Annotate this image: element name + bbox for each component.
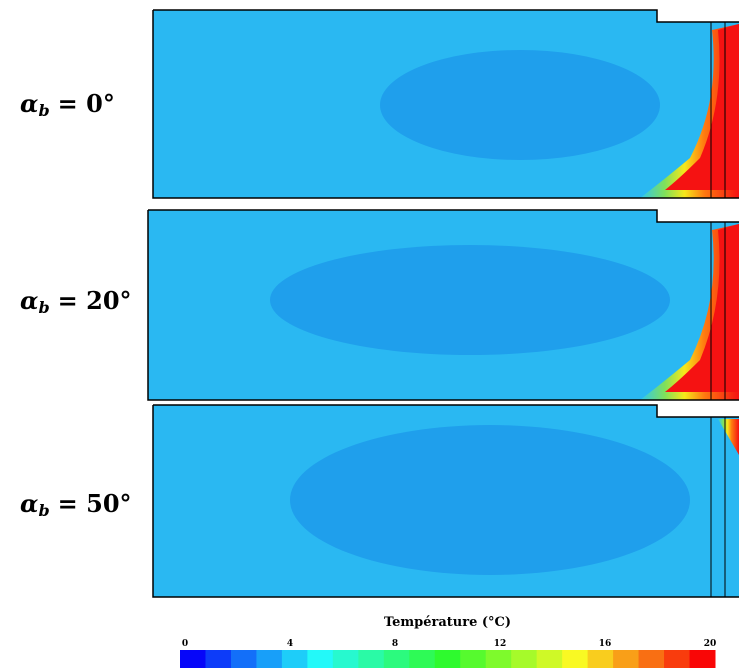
- warm-plume: [718, 419, 739, 455]
- colorbar-swatch: [332, 650, 359, 668]
- colorbar-swatch: [664, 650, 691, 668]
- colorbar-swatch: [383, 650, 410, 668]
- colorbar-swatch: [281, 650, 308, 668]
- outline: [152, 404, 739, 598]
- cold-core: [380, 50, 660, 160]
- hot-zone: [665, 224, 739, 392]
- colorbar-swatch: [587, 650, 614, 668]
- colorbar-title: Température (°C): [384, 615, 511, 630]
- label-symbol: α: [20, 286, 38, 315]
- outline: [152, 9, 739, 199]
- label-subscript: b: [38, 298, 49, 317]
- colorbar-tick-label: 0: [182, 639, 188, 649]
- notch: [657, 210, 739, 222]
- colorbar-swatch: [434, 650, 461, 668]
- label-symbol: α: [20, 89, 38, 118]
- colorbar-tick-label: 12: [494, 639, 507, 649]
- colorbar-swatch: [562, 650, 589, 668]
- panel-label: αb = 50°: [20, 489, 132, 520]
- panel-label: αb = 20°: [20, 286, 132, 317]
- colorbar-swatch: [460, 650, 487, 668]
- cold-core: [290, 425, 690, 575]
- colorbar-swatch: [409, 650, 436, 668]
- colorbar-swatch: [205, 650, 232, 668]
- notch: [657, 405, 739, 417]
- colorbar-swatch: [485, 650, 512, 668]
- colorbar-swatch: [180, 650, 206, 668]
- colorbar-tick-label: 8: [392, 639, 398, 649]
- hot-zone: [665, 24, 739, 190]
- label-subscript: b: [38, 501, 49, 520]
- label-symbol: α: [20, 489, 38, 518]
- colorbar-tick-label: 16: [599, 639, 612, 649]
- colorbar-swatch: [511, 650, 538, 668]
- panel: [147, 209, 739, 401]
- label-value: = 20°: [58, 286, 132, 315]
- colorbar-swatch: [536, 650, 563, 668]
- outline: [147, 209, 739, 401]
- label-value: = 50°: [58, 489, 132, 518]
- colorbar-swatch: [689, 650, 716, 668]
- colorbar-swatch: [256, 650, 283, 668]
- panel: [152, 9, 739, 199]
- label-value: = 0°: [58, 89, 115, 118]
- panel: [152, 404, 739, 598]
- colorbar-swatch: [307, 650, 334, 668]
- colorbar-tick-label: 20: [704, 639, 717, 649]
- notch: [657, 10, 739, 22]
- colorbar-swatch: [358, 650, 385, 668]
- label-subscript: b: [38, 101, 49, 120]
- colorbar-swatch: [613, 650, 640, 668]
- panel-label: αb = 0°: [20, 89, 115, 120]
- colorbar-tick-label: 4: [287, 639, 293, 649]
- colorbar-swatch: [230, 650, 257, 668]
- cold-core: [270, 245, 670, 355]
- colorbar-swatch: [638, 650, 665, 668]
